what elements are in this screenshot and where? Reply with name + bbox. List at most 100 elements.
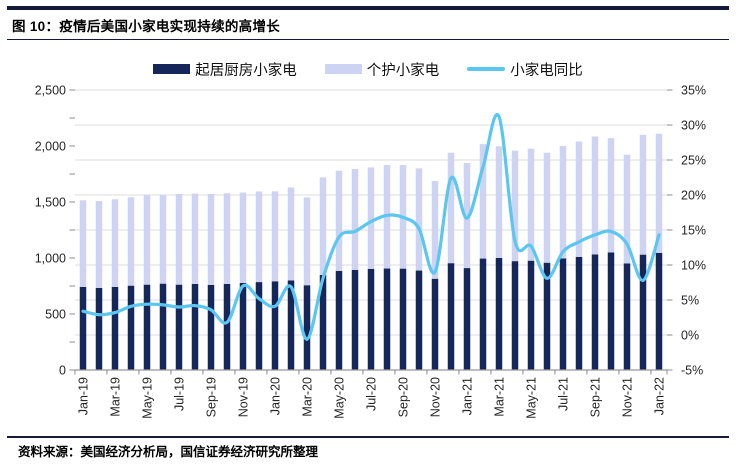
right-axis-label: -5% <box>681 364 703 378</box>
footer-rule <box>7 436 729 438</box>
personal-bar-segment <box>95 200 103 288</box>
personal-bar-segment <box>239 192 247 283</box>
kitchen-bar-segment <box>495 258 503 370</box>
personal-bar-segment <box>255 191 263 283</box>
chart-title: 图 10：疫情后美国小家电实现持续的高增长 <box>12 19 281 34</box>
kitchen-bar-segment <box>175 284 183 370</box>
right-axis-label: 25% <box>681 154 706 168</box>
personal-bar-segment <box>527 148 535 261</box>
x-axis-label: Mar-20 <box>301 377 315 417</box>
personal-bar-segment <box>447 152 455 264</box>
x-axis-label: Sep-21 <box>589 377 603 417</box>
personal-bar-segment <box>207 193 215 285</box>
x-axis-label: Jan-20 <box>269 377 283 415</box>
kitchen-bar-segment <box>447 263 455 370</box>
right-axis-label: 10% <box>681 259 706 273</box>
kitchen-bar-segment <box>271 281 279 370</box>
right-axis-label: 15% <box>681 224 706 238</box>
kitchen-bar-segment <box>431 278 439 370</box>
left-axis-label: 0 <box>59 364 66 378</box>
personal-bar-segment <box>191 193 199 284</box>
kitchen-bar-segment <box>623 263 631 370</box>
personal-bar-segment <box>143 194 151 285</box>
x-axis-label: May-19 <box>141 377 155 419</box>
x-axis-label: Mar-21 <box>493 377 507 417</box>
kitchen-bar-segment <box>95 287 103 370</box>
chart-legend: 起居厨房小家电 个护小家电 小家电同比 <box>0 58 736 80</box>
kitchen-bar-segment <box>287 280 295 370</box>
x-axis-label: Nov-21 <box>621 377 635 417</box>
kitchen-bar-segment <box>351 269 359 370</box>
kitchen-bar-segment <box>415 270 423 370</box>
right-axis-label: 30% <box>681 119 706 133</box>
personal-bar-segment <box>639 134 647 255</box>
legend-label-personal: 个护小家电 <box>366 62 440 79</box>
x-axis-label: Jul-19 <box>173 377 187 411</box>
kitchen-bar-segment <box>239 282 247 370</box>
personal-bar-segment <box>559 146 567 259</box>
kitchen-bar-swatch-icon <box>153 64 191 74</box>
personal-bar-segment <box>623 154 631 264</box>
personal-bar-swatch-icon <box>324 64 362 74</box>
kitchen-bar-segment <box>255 282 263 370</box>
kitchen-bar-segment <box>543 262 551 370</box>
right-axis-label: 35% <box>681 84 706 98</box>
personal-bar-segment <box>127 197 135 286</box>
legend-label-kitchen: 起居厨房小家电 <box>195 62 297 79</box>
personal-bar-segment <box>175 193 183 285</box>
kitchen-bar-segment <box>303 285 311 370</box>
x-axis-label: Jan-21 <box>461 377 475 415</box>
left-axis-label: 2,500 <box>35 84 66 98</box>
right-axis-label: 0% <box>681 329 699 343</box>
kitchen-bar-segment <box>319 275 327 370</box>
kitchen-bar-segment <box>159 283 167 370</box>
kitchen-bar-segment <box>335 270 343 370</box>
personal-bar-segment <box>159 194 167 284</box>
personal-bar-segment <box>591 136 599 255</box>
right-axis-label: 5% <box>681 294 699 308</box>
personal-bar-segment <box>287 187 295 281</box>
kitchen-bar-segment <box>511 261 519 370</box>
x-axis-label: Jul-20 <box>365 377 379 411</box>
kitchen-bar-segment <box>111 286 119 370</box>
personal-bar-segment <box>367 167 375 269</box>
x-axis-label: May-21 <box>525 377 539 419</box>
legend-label-yoy: 小家电同比 <box>510 62 583 79</box>
kitchen-bar-segment <box>399 268 407 370</box>
x-axis-label: Mar-19 <box>109 377 123 417</box>
kitchen-bar-segment <box>191 283 199 370</box>
kitchen-bar-segment <box>143 284 151 370</box>
kitchen-bar-segment <box>367 268 375 370</box>
bars-layer <box>79 133 663 370</box>
kitchen-bar-segment <box>463 268 471 370</box>
x-axis-label: Nov-19 <box>237 377 251 417</box>
personal-bar-segment <box>655 133 663 253</box>
kitchen-bar-segment <box>591 254 599 370</box>
x-axis-label: Sep-20 <box>397 377 411 417</box>
kitchen-bar-segment <box>79 286 87 370</box>
personal-bar-segment <box>351 169 359 270</box>
kitchen-bar-segment <box>639 254 647 370</box>
legend-item-yoy: 小家电同比 <box>467 59 583 80</box>
personal-bar-segment <box>303 197 311 286</box>
personal-bar-segment <box>463 163 471 269</box>
personal-bar-segment <box>319 177 327 276</box>
report-top-border <box>7 6 729 10</box>
x-axis-label: May-20 <box>333 377 347 419</box>
yoy-line-swatch-icon <box>467 67 506 71</box>
chart-plot-area: -5% 0% 5% 10% 15% 20% 25% 30% 35% 0 500 1,000 1,500 2… <box>35 84 706 419</box>
source-note: 资料来源：美国经济分析局，国信证券经济研究所整理 <box>18 445 319 459</box>
kitchen-bar-segment <box>479 258 487 370</box>
personal-bar-segment <box>511 150 519 262</box>
left-axis-label: 1,000 <box>35 252 66 266</box>
title-underline <box>7 39 729 41</box>
kitchen-bar-segment <box>559 258 567 370</box>
kitchen-bar-segment <box>575 256 583 370</box>
kitchen-bar-segment <box>527 260 535 370</box>
kitchen-bar-segment <box>383 268 391 370</box>
personal-bar-segment <box>607 138 615 253</box>
personal-bar-segment <box>271 191 279 282</box>
kitchen-bar-segment <box>127 285 135 370</box>
personal-bar-segment <box>79 200 87 287</box>
x-axis-label: Jul-21 <box>557 377 571 411</box>
